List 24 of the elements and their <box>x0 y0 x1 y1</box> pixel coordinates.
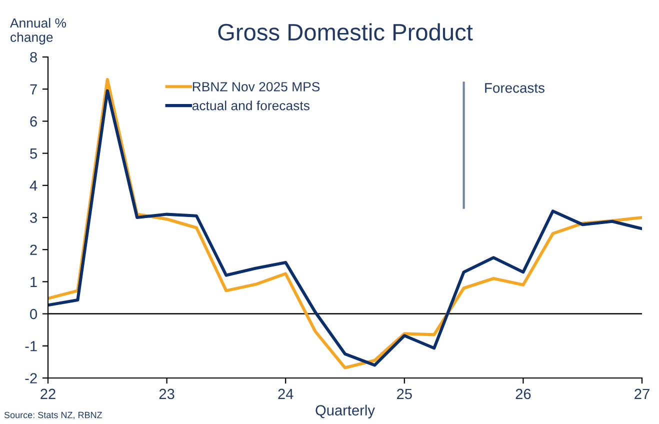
y-axis-title: Annual % change <box>10 18 66 45</box>
y-tick-label: 6 <box>30 116 37 127</box>
y-tick-label: 7 <box>30 84 37 94</box>
source-note: Source: Stats NZ, RBNZ <box>4 412 102 420</box>
chart-title: Gross Domestic Product <box>218 23 473 41</box>
x-tick-label: 24 <box>278 388 294 399</box>
y-tick-label: 4 <box>30 180 38 191</box>
x-tick-label: 25 <box>397 388 412 400</box>
y-tick-label: 8 <box>30 52 37 62</box>
y-tick-label: 0 <box>30 308 38 320</box>
legend-label: actual and forecasts <box>192 100 310 110</box>
y-tick-label: 5 <box>30 148 37 159</box>
x-axis-title: Quarterly <box>316 404 375 418</box>
y-tick-label: 3 <box>30 212 37 223</box>
legend-label: RBNZ Nov 2025 MPS <box>192 82 320 92</box>
ref-line-label: Forecasts <box>485 83 544 93</box>
x-tick-label: 22 <box>40 388 56 399</box>
y-tick-label: -1 <box>25 341 37 352</box>
y-tick-label: 1 <box>30 276 37 287</box>
x-tick-label: 23 <box>159 388 174 400</box>
y-tick-label: -2 <box>25 373 37 384</box>
y-tick-label: 2 <box>30 244 37 255</box>
x-tick-label: 27 <box>634 388 650 399</box>
x-tick-label: 26 <box>516 388 531 400</box>
